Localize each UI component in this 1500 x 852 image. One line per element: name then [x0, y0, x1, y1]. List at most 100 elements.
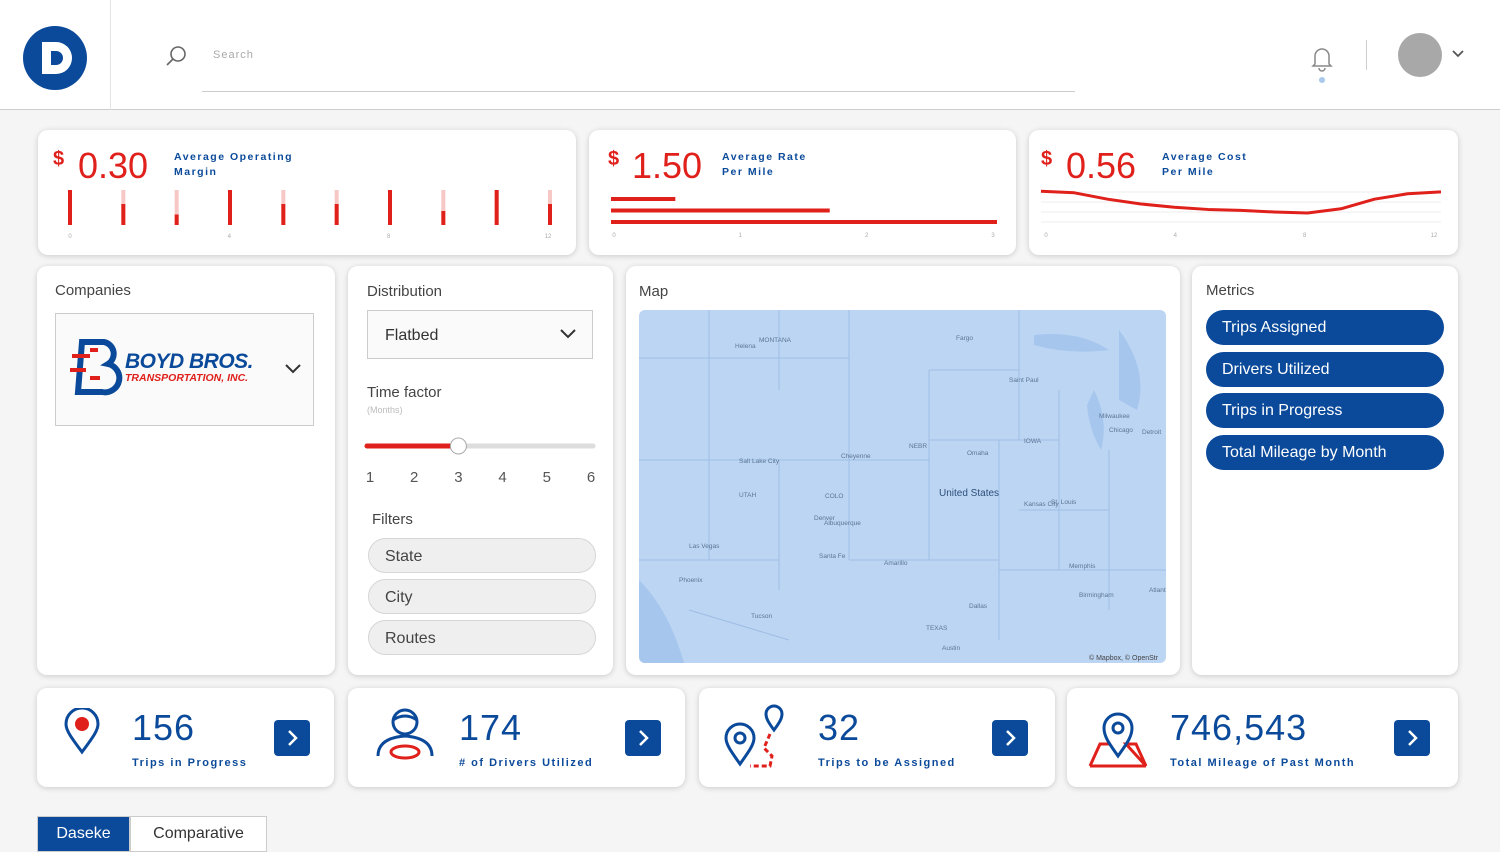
map-label: Austin — [942, 645, 960, 652]
map-label: Milwaukee — [1099, 413, 1130, 420]
card-title: Companies — [55, 282, 131, 299]
map-label: Helena — [735, 343, 756, 350]
kpi-label: Average Rate Per Mile — [722, 151, 807, 178]
map-label: United States — [939, 488, 999, 499]
filter-chip[interactable]: City — [368, 579, 596, 614]
bar — [121, 204, 126, 225]
label: Time factor — [367, 384, 442, 401]
label: Filters — [372, 511, 413, 528]
logo[interactable] — [22, 25, 88, 91]
arrow-button[interactable] — [625, 720, 661, 756]
slider-tick: 1 — [366, 469, 374, 486]
bar — [228, 190, 232, 225]
metric-button[interactable]: Trips in Progress — [1206, 393, 1444, 428]
tick-label: 2 — [865, 233, 869, 239]
search-underline — [202, 91, 1075, 92]
company-name: BOYD BROS. — [125, 350, 254, 373]
kpi-charts: 0 4 8 12 0 1 2 3 0 4 8 12 — [68, 189, 1442, 240]
company-select[interactable] — [55, 313, 314, 426]
tick-label: 12 — [545, 234, 552, 240]
filter-chip[interactable]: Routes — [368, 620, 596, 655]
stat-icon — [1088, 712, 1148, 768]
slider-tick: 6 — [587, 469, 595, 486]
metric-button[interactable]: Total Mileage by Month — [1206, 434, 1444, 470]
bar — [548, 204, 552, 225]
map-label: NEBR — [909, 443, 927, 450]
currency: $ — [53, 148, 65, 170]
map-label: Dallas — [969, 603, 988, 610]
tab[interactable]: Comparative — [130, 816, 267, 852]
slider-handle — [449, 437, 467, 455]
chevron — [560, 329, 576, 339]
arrow-button[interactable] — [274, 720, 310, 756]
map-label: Detroit — [1142, 429, 1161, 436]
kpi-label: Average Operating Margin — [174, 151, 294, 178]
stat-label: Total Mileage of Past Month — [1170, 757, 1356, 769]
map-attribution: © Mapbox, © OpenStr — [1089, 654, 1159, 662]
map-label: Albuquerque — [824, 520, 861, 527]
card-title: Metrics — [1206, 282, 1255, 299]
stat-icon — [376, 708, 434, 760]
arrow-icon — [639, 730, 649, 746]
kpi-card — [38, 130, 576, 255]
type-select[interactable]: Flatbed — [367, 310, 593, 359]
bell-icon[interactable] — [1308, 42, 1336, 86]
map-label: COLO — [825, 493, 843, 500]
slider-tick: 2 — [410, 469, 418, 486]
arrow-button[interactable] — [992, 720, 1028, 756]
map-label: Denver — [814, 515, 836, 522]
arrow-icon — [1006, 730, 1016, 746]
map-label: Las Vegas — [689, 543, 720, 550]
bar — [334, 204, 339, 225]
stat-label: Trips in Progress — [132, 757, 248, 769]
divider — [1366, 40, 1367, 70]
map-label: MONTANA — [759, 337, 792, 344]
stat-value: 746,543 — [1170, 707, 1308, 748]
metric-button[interactable]: Drivers Utilized — [1206, 351, 1444, 387]
stat-value: 174 — [459, 707, 523, 748]
map-label: Fargo — [956, 335, 973, 342]
search-icon — [166, 46, 186, 66]
map-label: Kansas City — [1024, 501, 1059, 508]
tick-label: 8 — [1303, 233, 1307, 239]
stat-card — [1067, 688, 1458, 787]
bar-bg — [441, 190, 446, 225]
kpi-label: Average Cost Per Mile — [1162, 151, 1248, 178]
filter-chip[interactable]: State — [368, 538, 596, 573]
map-label: UTAH — [739, 492, 757, 499]
bar — [281, 204, 286, 225]
kpi-value: 0.56 — [1066, 145, 1137, 186]
map-label: Santa Fe — [819, 553, 846, 560]
map-label: Phoenix — [679, 577, 703, 584]
map-label: Salt Lake City — [739, 458, 780, 465]
tick-label: 0 — [612, 233, 616, 239]
kpi-value: 0.30 — [78, 145, 149, 186]
tick-label: 0 — [1044, 233, 1048, 239]
search-input[interactable]: Search — [213, 49, 254, 61]
tick-label: 4 — [228, 234, 232, 240]
bar — [68, 190, 72, 225]
card-title: Map — [639, 283, 669, 300]
map-label: Cheyenne — [841, 453, 871, 460]
map-label: IOWA — [1024, 438, 1042, 445]
metric-button[interactable]: Trips Assigned — [1206, 310, 1444, 345]
time-slider[interactable]: 1 2 3 4 5 6 — [355, 430, 605, 490]
company-logo-mark — [70, 339, 123, 396]
arrow-icon — [1408, 730, 1418, 746]
avatar[interactable] — [1396, 32, 1470, 78]
tab[interactable]: Daseke — [37, 816, 130, 852]
tick-label: 8 — [387, 234, 391, 240]
stat-value: 156 — [132, 707, 196, 748]
map-label: Amarillo — [884, 560, 908, 567]
map-label: Saint Paul — [1009, 377, 1039, 384]
line — [1040, 189, 1442, 215]
chevron — [285, 364, 301, 374]
tick-label: 12 — [1431, 233, 1438, 239]
slider-tick: 4 — [498, 469, 506, 486]
map-label: Memphis — [1069, 563, 1096, 570]
map-label: Tucson — [751, 613, 772, 620]
stat-label: Trips to be Assigned — [818, 757, 956, 769]
arrow-button[interactable] — [1394, 720, 1430, 756]
